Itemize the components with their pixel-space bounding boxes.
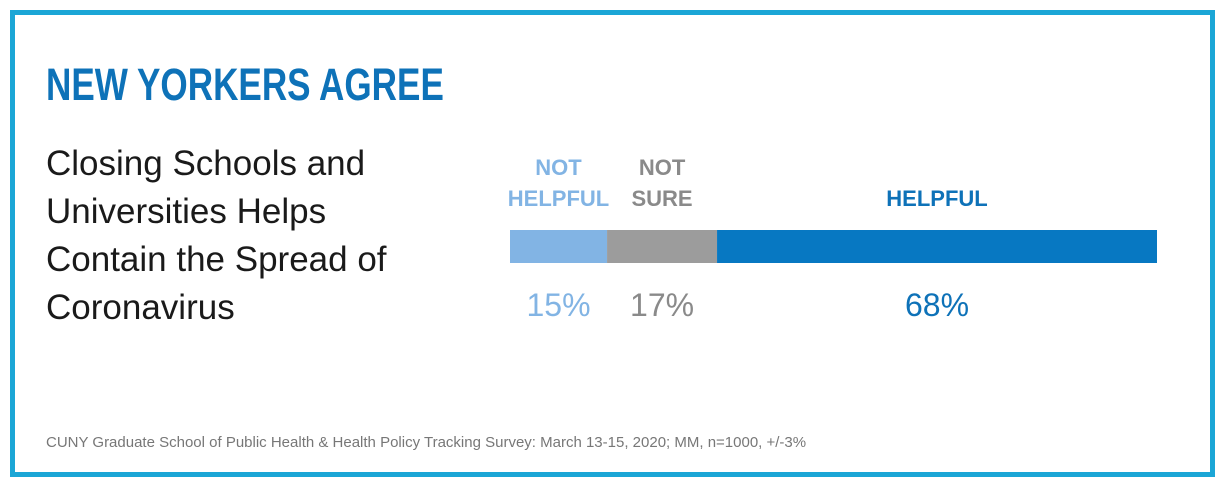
value-label-1: 17% <box>630 287 694 323</box>
headline: NEW YORKERS AGREE <box>46 59 444 110</box>
category-label-1-line-0: NOT <box>639 155 686 180</box>
category-label-0-line-1: HELPFUL <box>508 186 609 211</box>
category-label-2-line-0: HELPFUL <box>886 186 987 211</box>
bar-segment-0 <box>510 230 608 263</box>
chart-title: Closing Schools and Universities Helps C… <box>46 144 387 327</box>
bar-segment-2 <box>717 230 1157 263</box>
source-note: CUNY Graduate School of Public Health & … <box>46 434 807 451</box>
category-label-0-line-0: NOT <box>535 155 582 180</box>
category-label-1-line-1: SURE <box>631 186 692 211</box>
bar-segment-1 <box>607 230 718 263</box>
value-label-0: 15% <box>527 287 591 323</box>
value-label-2: 68% <box>905 287 969 323</box>
